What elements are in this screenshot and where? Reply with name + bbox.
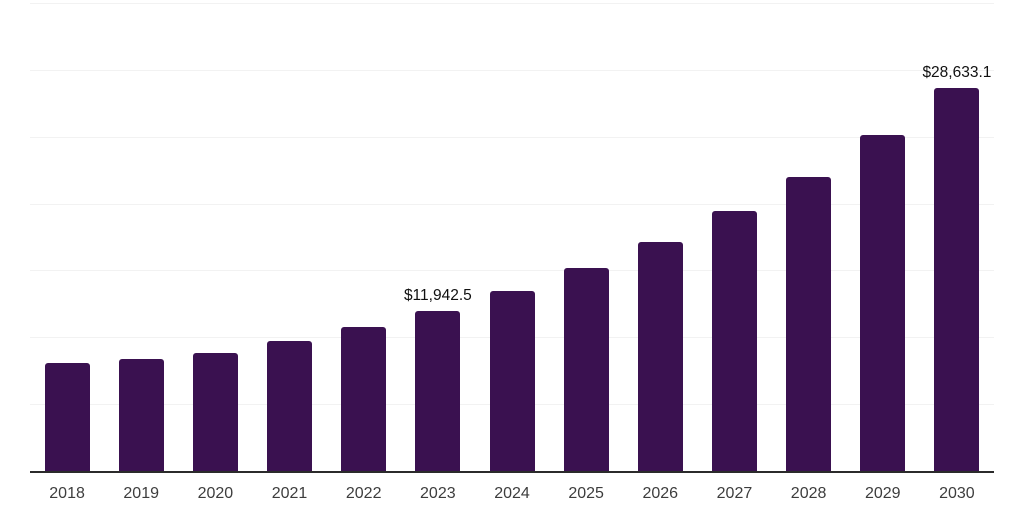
- gridline-30000: [30, 69, 994, 71]
- x-tick-label-2027: 2027: [716, 485, 753, 502]
- x-tick-label-2025: 2025: [568, 485, 604, 502]
- bar-2023: [415, 311, 461, 471]
- bar-2028: [786, 176, 832, 471]
- x-tick-label-2019: 2019: [123, 485, 159, 502]
- data-label-2030: $28,633.1: [922, 64, 992, 82]
- bar-2025: [563, 268, 609, 471]
- x-tick-label-2028: 2028: [790, 485, 827, 502]
- x-tick-label-2030: 2030: [939, 485, 975, 502]
- gridline-20000: [30, 203, 994, 205]
- x-tick-label-2024: 2024: [494, 485, 530, 502]
- gridline-35000: [30, 3, 994, 4]
- bar-2027: [711, 211, 757, 471]
- bar-2018: [44, 363, 90, 471]
- x-tick-label-2029: 2029: [864, 485, 901, 502]
- x-tick-label-2026: 2026: [642, 485, 679, 502]
- gridline-25000: [30, 136, 994, 138]
- bar-2021: [267, 340, 313, 471]
- bar-2024: [489, 290, 535, 471]
- bar-2030: [934, 88, 980, 471]
- bar-2020: [192, 352, 238, 471]
- x-tick-label-2023: 2023: [420, 485, 456, 502]
- x-tick-label-2018: 2018: [49, 485, 85, 502]
- bar-2019: [118, 359, 164, 471]
- x-tick-label-2022: 2022: [345, 485, 382, 502]
- x-axis-line: [30, 471, 994, 473]
- bar-2026: [637, 242, 683, 471]
- gridline-15000: [30, 270, 994, 272]
- bar-2029: [860, 134, 906, 471]
- bar-2022: [341, 327, 387, 471]
- data-label-2023: $11,942.5: [403, 287, 472, 305]
- x-tick-label-2021: 2021: [271, 485, 308, 502]
- x-tick-label-2020: 2020: [197, 485, 234, 502]
